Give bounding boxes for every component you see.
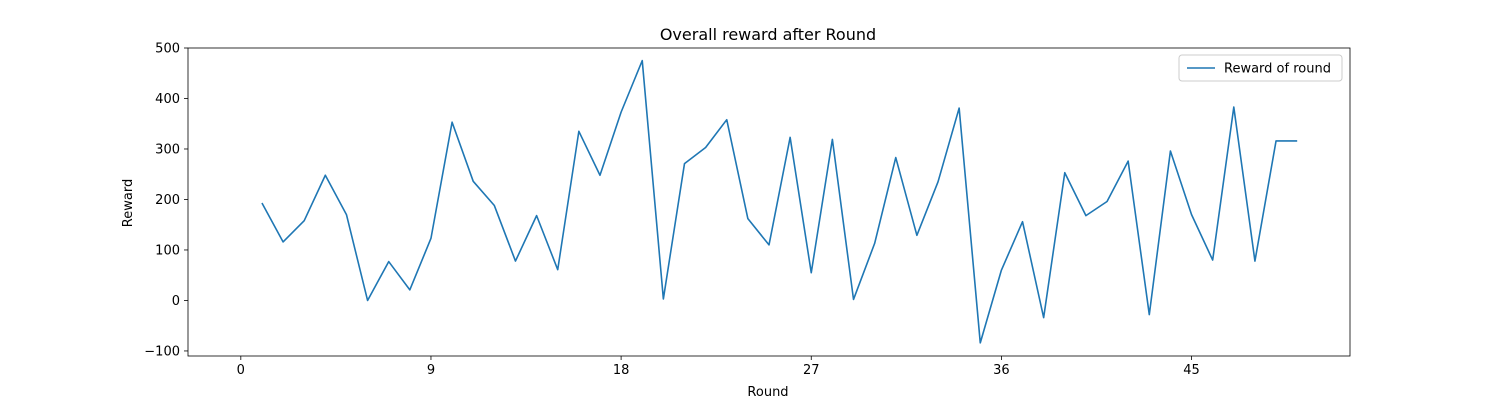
y-axis: −100 0 100 200 300 400 500 — [144, 42, 188, 359]
x-tick-label: 45 — [1183, 363, 1200, 378]
y-tick-label: 300 — [155, 142, 180, 157]
y-tick-label: 400 — [155, 92, 180, 107]
plot-frame — [187, 47, 1351, 357]
x-tick-label: 9 — [427, 363, 435, 378]
chart-title: Overall reward after Round — [660, 25, 876, 44]
plot-area — [187, 47, 1351, 357]
x-tick-label: 0 — [237, 363, 245, 378]
x-axis: 0 9 18 27 36 45 — [237, 356, 1200, 378]
y-tick-label: −100 — [144, 344, 180, 359]
legend-box — [1178, 54, 1343, 82]
x-tick-label: 18 — [613, 363, 630, 378]
legend: Reward of round — [1178, 54, 1343, 82]
y-axis-label: Reward — [121, 179, 136, 227]
y-tick-label: 200 — [155, 193, 180, 208]
y-tick-label: 0 — [172, 294, 180, 309]
y-tick-label: 100 — [155, 243, 180, 258]
y-tick-label: 500 — [155, 42, 180, 57]
legend-entry: Reward of round — [1224, 62, 1331, 77]
x-tick-label: 27 — [803, 363, 820, 378]
x-axis-label: Round — [747, 385, 788, 400]
x-tick-label: 36 — [993, 363, 1010, 378]
series-line-0 — [261, 59, 1298, 344]
